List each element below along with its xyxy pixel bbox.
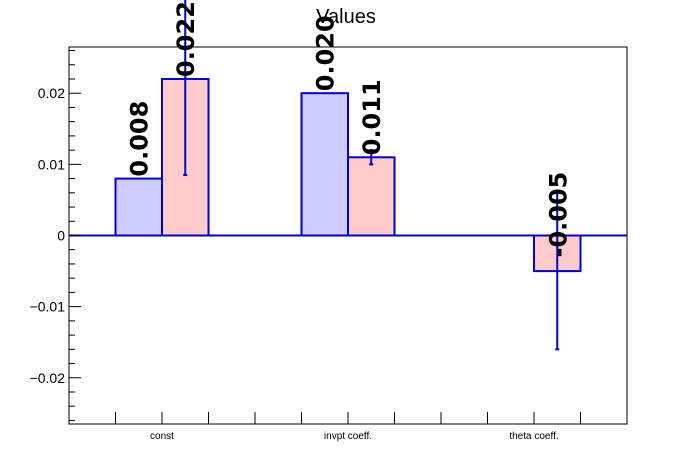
- bars-layer: [114, 0, 582, 351]
- y-tick-label: 0: [57, 228, 65, 244]
- bar-1-1: [300, 92, 349, 237]
- data-label-2-1: 0.011: [358, 79, 386, 155]
- bar-2-1: [347, 156, 396, 237]
- y-tick-label: 0.02: [38, 85, 65, 101]
- y-tick-label: −0.01: [30, 299, 66, 315]
- x-category-label: const: [150, 431, 174, 442]
- y-tick-label: 0.01: [38, 156, 65, 172]
- axes-layer: [68, 46, 628, 425]
- data-label-1-1: 0.020: [312, 15, 340, 91]
- data-label-1-0: 0.008: [126, 101, 154, 177]
- data-label-2-0: 0.022: [172, 1, 200, 77]
- x-category-label: invpt coeff.: [324, 431, 372, 442]
- data-label-2-2: -0.005: [544, 172, 572, 258]
- y-tick-label: −0.02: [30, 370, 66, 386]
- chart-title: Values: [316, 6, 376, 28]
- bar-1-0: [114, 177, 163, 237]
- x-category-label: theta coeff.: [509, 431, 558, 442]
- labels-layer: 0.008 0.022 0.020 0.011 -0.005 −0.02 −0.01 0 0.0…: [30, 1, 573, 442]
